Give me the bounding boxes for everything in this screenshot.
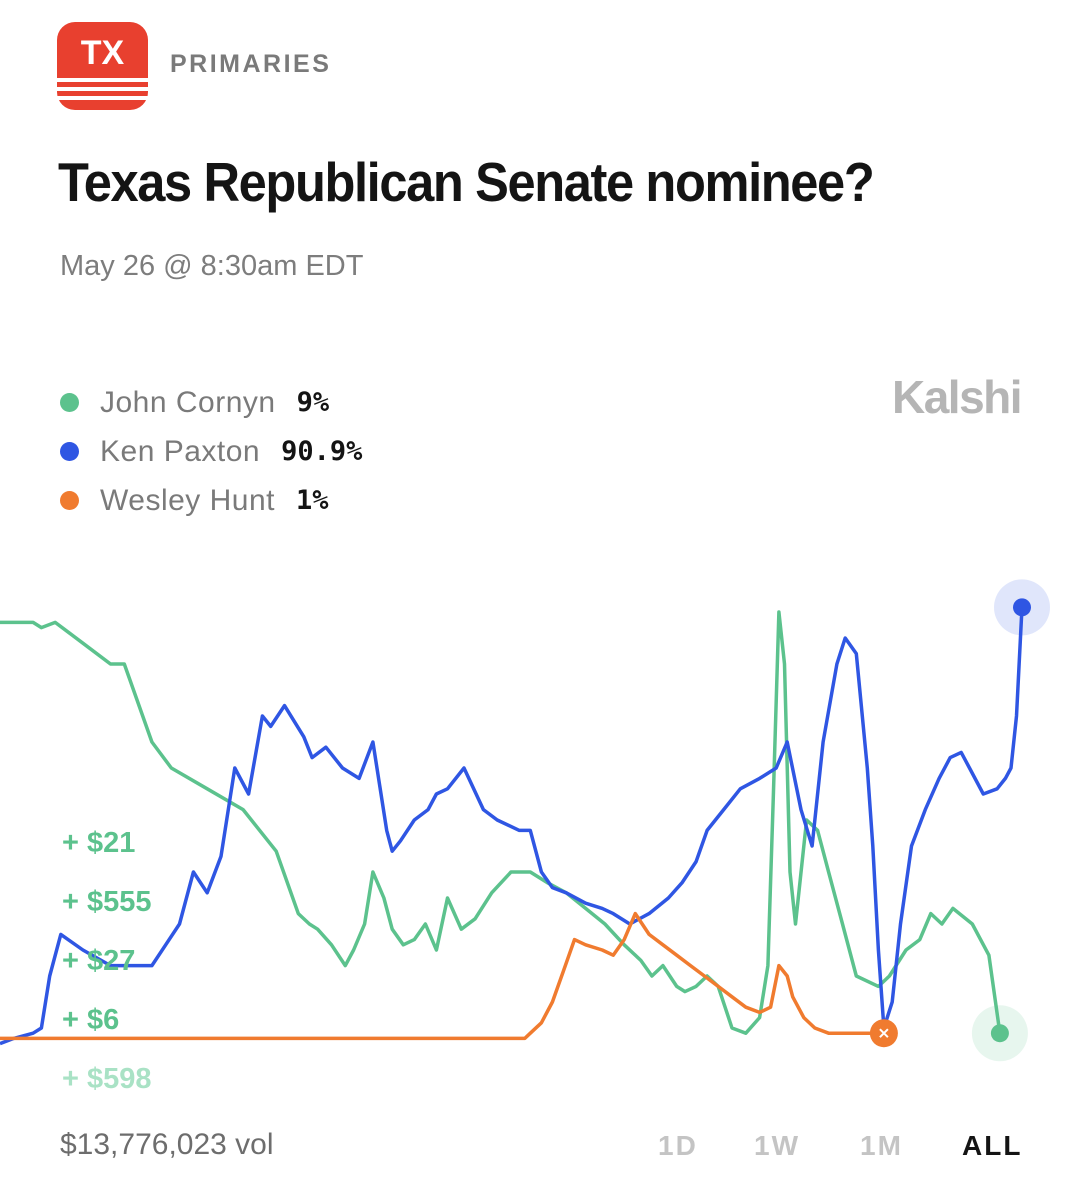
legend-name: John Cornyn bbox=[100, 385, 276, 419]
eliminated-icon bbox=[879, 1028, 889, 1038]
event-date: May 26 @ 8:30am EDT bbox=[60, 250, 364, 282]
range-1m[interactable]: 1M bbox=[860, 1130, 903, 1161]
trade-amount: + $6 bbox=[62, 1004, 120, 1036]
legend-name: Ken Paxton bbox=[100, 434, 261, 468]
kalshi-logo: Kalshi bbox=[892, 371, 1023, 423]
legend-item-paxton: Ken Paxton 90.9% bbox=[60, 427, 362, 476]
legend-name: Wesley Hunt bbox=[100, 483, 276, 517]
trade-amount: + $598 bbox=[62, 1063, 152, 1095]
legend-dot bbox=[60, 442, 79, 461]
legend-item-hunt: Wesley Hunt 1% bbox=[60, 476, 362, 525]
range-selector: 1D 1W 1M ALL bbox=[640, 1130, 1040, 1170]
legend-value: 1% bbox=[296, 485, 329, 516]
trade-amount: + $555 bbox=[62, 886, 152, 918]
legend-dot bbox=[60, 393, 79, 412]
series-line-wesley-hunt bbox=[0, 911, 884, 1041]
series-line-ken-paxton bbox=[0, 607, 1024, 1046]
recent-trades: + $21 + $555 + $27 + $6 + $598 bbox=[62, 823, 152, 1118]
volume-label: $13,776,023 vol bbox=[60, 1128, 274, 1161]
legend-value: 90.9% bbox=[281, 436, 363, 467]
legend-item-cornyn: John Cornyn 9% bbox=[60, 378, 362, 427]
series-end-marker-ken-paxton bbox=[1013, 598, 1031, 617]
trade-amount: + $21 bbox=[62, 827, 136, 859]
range-1w[interactable]: 1W bbox=[754, 1130, 800, 1161]
series-line-john-cornyn bbox=[0, 610, 1002, 1035]
tx-badge-icon: TX bbox=[57, 22, 148, 110]
page-title: Texas Republican Senate nominee? bbox=[58, 151, 875, 213]
legend-value: 9% bbox=[296, 387, 330, 418]
trade-amount: + $27 bbox=[62, 945, 136, 977]
range-all[interactable]: ALL bbox=[962, 1130, 1023, 1161]
legend-dot bbox=[60, 491, 79, 510]
category-label: PRIMARIES bbox=[170, 50, 332, 78]
series-end-marker-john-cornyn bbox=[990, 1024, 1009, 1043]
badge-text: TX bbox=[81, 34, 125, 72]
chart-legend: John Cornyn 9% Ken Paxton 90.9% Wesley H… bbox=[60, 378, 362, 525]
price-chart[interactable] bbox=[0, 540, 1086, 1100]
range-1d[interactable]: 1D bbox=[658, 1130, 698, 1161]
